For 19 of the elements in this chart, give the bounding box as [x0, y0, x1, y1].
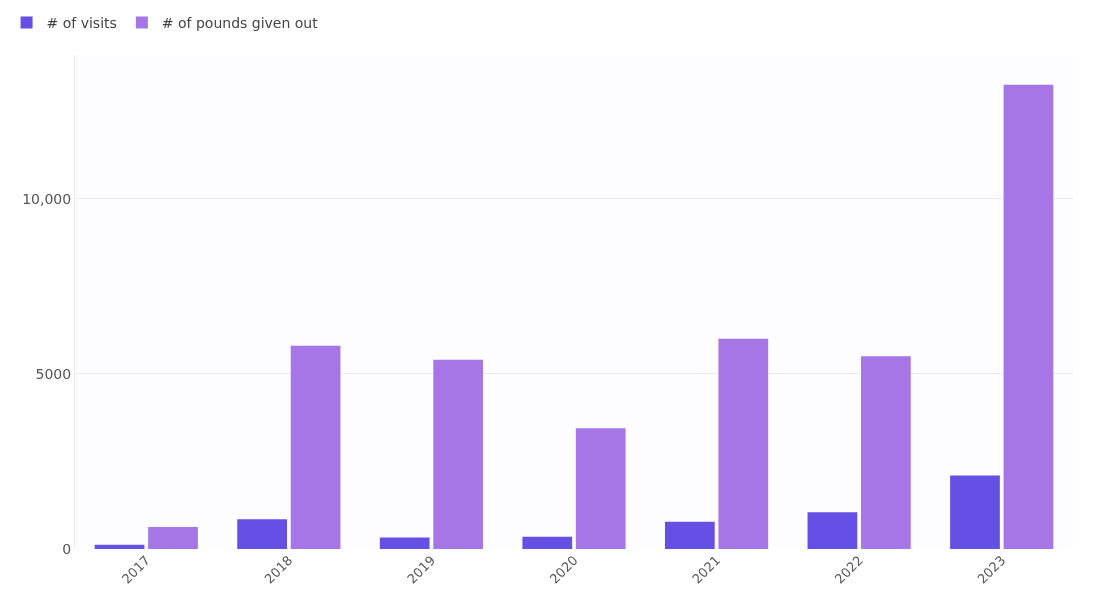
bar	[290, 345, 341, 549]
bar	[379, 537, 430, 549]
legend-label: # of visits	[46, 14, 117, 31]
bar	[1003, 84, 1054, 549]
y-tick-label: 5000	[35, 365, 72, 382]
y-tick-label: 10,000	[22, 190, 72, 207]
legend-label: # of pounds given out	[161, 14, 319, 31]
bar	[522, 536, 573, 549]
bar	[664, 521, 715, 549]
bar	[94, 544, 145, 549]
bar	[718, 338, 769, 549]
bar	[575, 428, 626, 549]
bar	[861, 356, 911, 549]
bar	[807, 512, 858, 549]
y-tick-label: 0	[62, 540, 72, 557]
bar	[148, 526, 198, 549]
bar	[237, 519, 287, 549]
bar	[433, 359, 484, 549]
bar	[950, 475, 1000, 549]
